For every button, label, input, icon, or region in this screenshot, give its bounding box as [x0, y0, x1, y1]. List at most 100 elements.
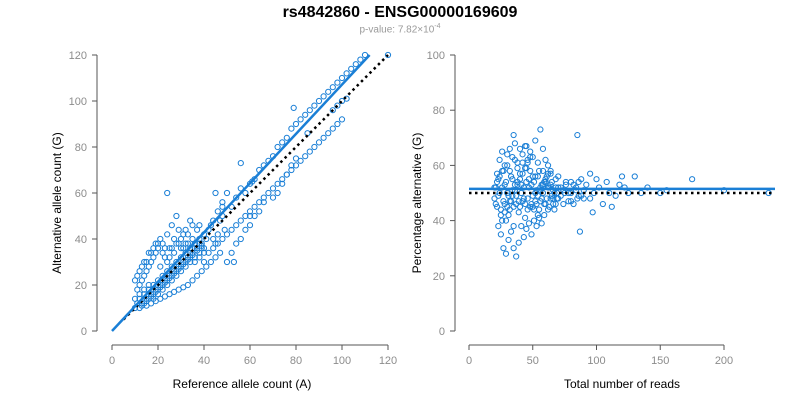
data-point	[519, 151, 526, 158]
data-point	[279, 139, 286, 146]
data-point	[524, 206, 531, 213]
data-point	[527, 148, 534, 155]
data-point	[501, 200, 508, 208]
data-point	[495, 223, 502, 230]
data-point	[527, 154, 534, 161]
data-point	[311, 143, 318, 151]
data-point	[274, 180, 281, 187]
data-point	[532, 137, 539, 144]
data-point	[131, 277, 139, 284]
data-point	[575, 178, 582, 186]
p-value-exponent: -4	[434, 23, 441, 30]
data-point	[256, 199, 263, 206]
data-point	[141, 286, 148, 293]
data-point	[523, 142, 530, 150]
data-point	[164, 258, 171, 266]
data-point	[537, 126, 544, 133]
data-point	[544, 206, 552, 213]
data-point	[515, 198, 522, 205]
data-point	[304, 130, 311, 137]
data-point	[180, 231, 187, 238]
data-point	[532, 189, 539, 197]
data-point	[519, 159, 526, 166]
y-tick-label: 80	[75, 142, 87, 154]
data-point	[576, 228, 584, 235]
data-point	[338, 74, 346, 82]
data-point	[497, 231, 504, 238]
data-point	[583, 181, 590, 188]
data-point	[184, 231, 191, 238]
data-point	[528, 231, 535, 238]
data-point	[292, 162, 300, 169]
data-point	[164, 277, 171, 284]
data-point	[187, 249, 194, 256]
data-point	[499, 148, 506, 155]
data-point	[539, 145, 547, 152]
y-axis-title: Percentage alternative (G)	[410, 133, 424, 274]
x-tick-label: 60	[244, 355, 256, 367]
data-point	[191, 245, 198, 252]
data-point	[519, 170, 526, 177]
data-point	[159, 249, 166, 256]
data-point	[283, 171, 290, 178]
data-point	[518, 181, 525, 188]
y-axis-title: Alternative allele count (G)	[50, 132, 64, 273]
data-point	[516, 145, 524, 152]
data-point	[515, 239, 522, 246]
data-point	[182, 240, 189, 247]
y-tick-label: 80	[433, 105, 445, 117]
data-point	[138, 277, 145, 284]
data-point	[315, 139, 323, 146]
data-point	[567, 178, 575, 186]
data-point	[534, 173, 541, 180]
data-point	[587, 170, 594, 177]
data-point	[302, 111, 309, 118]
data-point	[302, 153, 309, 160]
data-point	[551, 206, 558, 213]
data-point	[551, 189, 558, 197]
x-tick-label: 40	[198, 355, 210, 367]
data-point	[311, 102, 318, 109]
data-point	[246, 208, 254, 215]
y-tick-label: 20	[433, 271, 445, 283]
data-point	[217, 249, 224, 256]
data-point	[198, 268, 205, 275]
data-point	[228, 226, 235, 233]
data-point	[329, 125, 336, 132]
data-point	[194, 272, 201, 279]
data-point	[553, 195, 561, 202]
x-tick-label: 0	[109, 355, 115, 367]
data-point	[219, 199, 226, 206]
data-point	[223, 231, 231, 238]
data-point	[504, 189, 511, 197]
data-point	[522, 214, 529, 221]
data-point	[191, 258, 198, 266]
data-point	[159, 281, 166, 289]
data-point	[212, 254, 219, 261]
data-point	[184, 240, 191, 247]
fit-line	[111, 54, 371, 332]
data-point	[542, 200, 549, 208]
reference-line	[122, 54, 389, 321]
data-point	[325, 88, 332, 95]
data-point	[555, 173, 562, 180]
data-point	[506, 145, 513, 152]
data-point	[552, 200, 559, 208]
data-point	[325, 130, 332, 137]
data-point	[496, 173, 503, 180]
data-point	[223, 258, 231, 266]
data-point	[495, 192, 502, 199]
data-point	[136, 291, 143, 298]
data-point	[288, 125, 295, 132]
data-point	[560, 200, 567, 208]
data-point	[164, 189, 171, 197]
data-point	[242, 212, 249, 220]
data-point	[589, 209, 596, 216]
data-point	[352, 61, 359, 68]
data-point	[522, 165, 529, 172]
data-point	[510, 245, 517, 252]
data-point	[251, 203, 258, 210]
data-point	[214, 231, 221, 238]
scatter-percentage-alternative: 0 50 100 150 200 0 20 40 60 80 100 Total number of …	[410, 50, 775, 391]
